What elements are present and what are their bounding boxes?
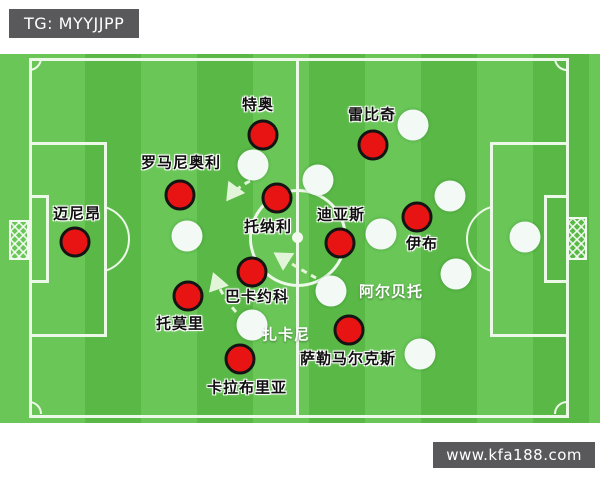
pressing-run-arrow: [226, 179, 251, 202]
player-dot-red: [59, 226, 91, 258]
center-spot: [292, 232, 303, 243]
player-dot-white: [171, 220, 203, 252]
player-dot-white: [434, 180, 466, 212]
goal-net-right: [567, 217, 587, 260]
player-dot-white: [315, 275, 347, 307]
players-layer: 迈尼昂 罗马尼奥利 特奥托莫里卡拉布里亚 托纳利巴卡约科 迪亚斯 雷比奇伊布萨勒马尔克斯 阿…: [0, 54, 600, 423]
player-dot-white: [237, 149, 269, 181]
player-dot-red: [333, 314, 365, 346]
football-pitch: 迈尼昂 罗马尼奥利 特奥托莫里卡拉布里亚 托纳利巴卡约科 迪亚斯 雷比奇伊布萨勒马尔克斯 阿…: [0, 54, 600, 423]
player-dot-white: [509, 221, 541, 253]
player-name-label: 伊布: [405, 234, 439, 253]
player-dot-red: [261, 182, 293, 214]
player-name-label: 扎卡尼: [261, 325, 311, 344]
player-dot-red: [236, 256, 268, 288]
player-dot-red: [324, 227, 356, 259]
player-name-label: 卡拉布里亚: [206, 378, 288, 397]
player-name-label: 罗马尼奥利: [140, 153, 222, 172]
player-name-label: 阿尔贝托: [358, 282, 424, 301]
player-name-label: 托莫里: [155, 314, 205, 333]
player-dot-red: [164, 179, 196, 211]
player-dot-red: [247, 119, 279, 151]
player-dot-white: [397, 109, 429, 141]
player-dot-white: [404, 338, 436, 370]
player-name-label: 迈尼昂: [52, 204, 102, 223]
telegram-tag-badge: TG: MYYJJPP: [9, 9, 140, 38]
penalty-box-right: [490, 142, 568, 337]
six-yard-box-left: [29, 195, 49, 283]
player-dot-red: [224, 343, 256, 375]
player-name-label: 迪亚斯: [316, 205, 366, 224]
player-name-label: 巴卡约科: [224, 287, 290, 306]
player-dot-red: [172, 280, 204, 312]
goal-net-left: [9, 220, 29, 260]
pressing-run-arrow: [273, 252, 317, 280]
player-dot-white: [440, 258, 472, 290]
player-dot-red: [357, 129, 389, 161]
pressing-run-arrow: [209, 272, 238, 313]
player-dot-white: [236, 309, 268, 341]
penalty-box-left: [29, 142, 107, 337]
player-name-label: 托纳利: [243, 217, 293, 236]
player-dot-red: [401, 201, 433, 233]
six-yard-box-right: [544, 195, 568, 283]
player-name-label: 特奥: [241, 95, 275, 114]
player-dot-white: [365, 218, 397, 250]
website-watermark: www.kfa188.com: [433, 442, 595, 468]
corner-arc-bottom-right: [554, 401, 567, 414]
player-name-label: 萨勒马尔克斯: [299, 349, 397, 368]
player-dot-white: [302, 164, 334, 196]
movement-arrows-layer: [209, 179, 317, 313]
player-name-label: 雷比奇: [347, 105, 397, 124]
